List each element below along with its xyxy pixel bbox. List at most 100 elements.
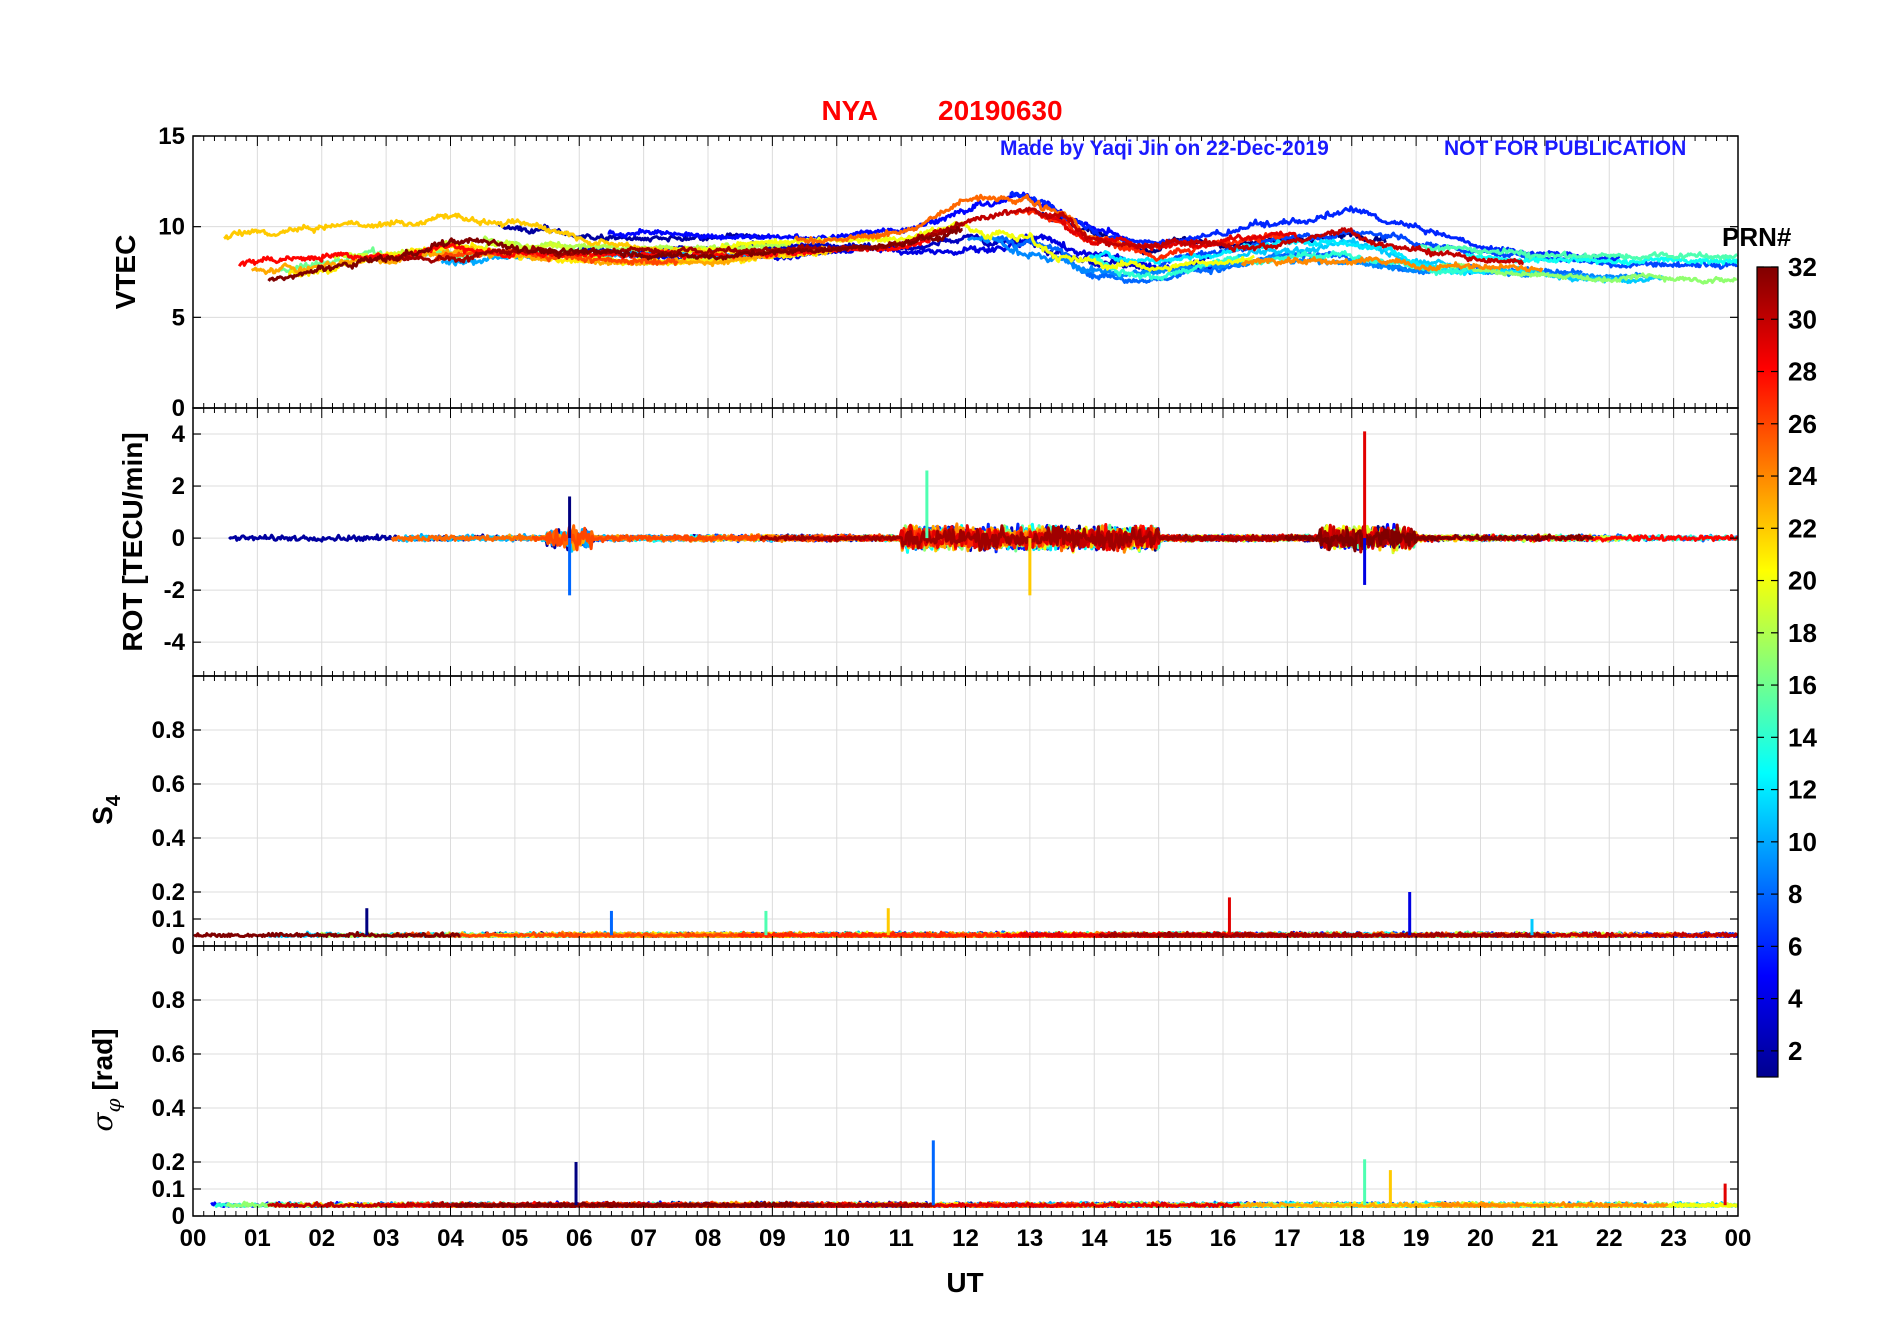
y-tick-label: 2 xyxy=(172,473,185,500)
colorbar-tick-label: 32 xyxy=(1788,252,1817,282)
publication-notice: NOT FOR PUBLICATION xyxy=(1444,137,1686,160)
colorbar-tick-label: 20 xyxy=(1788,566,1817,596)
y-tick-label: 0.4 xyxy=(152,825,186,852)
series-line-prn-30 xyxy=(912,206,1524,266)
x-tick-label: 08 xyxy=(695,1225,722,1252)
sigma-symbol: σ xyxy=(86,1112,119,1132)
colorbar-tick-label: 2 xyxy=(1788,1036,1802,1066)
colorbar-tick-label: 24 xyxy=(1788,461,1817,491)
x-tick-label: 20 xyxy=(1467,1225,1494,1252)
series-line-prn-5 xyxy=(607,191,1130,244)
series-line-prn-31 xyxy=(1098,931,1551,938)
x-tick-label: 16 xyxy=(1210,1225,1237,1252)
x-tick-label: 00 xyxy=(180,1225,207,1252)
panel-vtec: 0 5 10 15 Made by Yaqi Jin on 22-Dec-2019 N… xyxy=(158,123,1739,422)
x-tick-label: 14 xyxy=(1081,1225,1108,1252)
series-line-prn-17 xyxy=(1437,262,1738,285)
colorbar-tick-label: 6 xyxy=(1788,931,1802,961)
y-tick-label: -2 xyxy=(164,577,185,604)
y-axis-title-rot: ROT [TECU/min] xyxy=(117,432,148,651)
series-line-prn-24 xyxy=(1240,256,1544,273)
y-axis-title-s4: S4 xyxy=(87,794,125,825)
y-tick-label: 0 xyxy=(172,1203,185,1230)
x-tick-label: 10 xyxy=(823,1225,850,1252)
y-tick-label: -4 xyxy=(164,629,186,656)
y-tick-label: 0 xyxy=(172,395,185,422)
colorbar-gradient xyxy=(1756,266,1779,1078)
x-tick-label: 05 xyxy=(502,1225,529,1252)
colorbar-title: PRN# xyxy=(1722,222,1792,252)
series-line-prn-27 xyxy=(1010,207,1285,262)
y-tick-label: 0.4 xyxy=(152,1095,186,1122)
series-line-prn-32 xyxy=(267,225,963,282)
x-tick-label: 22 xyxy=(1596,1225,1623,1252)
panel-s4: 00.10.2 0.4 0.6 0.8 xyxy=(152,675,1739,960)
y-axis-title-vtec: VTEC xyxy=(110,235,141,310)
sigma-unit: [rad] xyxy=(87,1028,118,1098)
s4-subscript: 4 xyxy=(103,794,125,806)
colorbar-tick-label: 4 xyxy=(1788,984,1803,1014)
colorbar-tick-label: 30 xyxy=(1788,304,1817,334)
colorbar-tick-label: 22 xyxy=(1788,513,1817,543)
panel-sigma-phi: 00.10.2 0.4 0.6 0.8 xyxy=(152,945,1739,1230)
colorbar-tick-label: 16 xyxy=(1788,670,1817,700)
sigma-subscript: φ xyxy=(101,1098,125,1112)
series-line-prn-23 xyxy=(250,245,827,275)
colorbar-tick-label: 26 xyxy=(1788,409,1817,439)
series-line-prn-25 xyxy=(794,193,1133,249)
y-tick-label: 15 xyxy=(158,123,185,150)
x-tick-label: 23 xyxy=(1660,1225,1687,1252)
y-tick-label: 4 xyxy=(172,421,186,448)
y-tick-label: 0.8 xyxy=(152,717,185,744)
y-tick-label: 0.1 xyxy=(152,906,185,933)
s4-symbol: S xyxy=(87,806,118,825)
y-tick-label: 5 xyxy=(172,304,185,331)
x-tick-label: 04 xyxy=(437,1225,464,1252)
colorbar-tick-label: 18 xyxy=(1788,618,1817,648)
y-tick-label: 0.1 xyxy=(152,1176,185,1203)
y-axis-title-sigma-phi: σφ [rad] xyxy=(86,1028,125,1131)
colorbar-tick-label: 12 xyxy=(1788,775,1817,805)
y-tick-label: 0 xyxy=(172,933,185,960)
y-tick-label: 0.2 xyxy=(152,1149,185,1176)
x-tick-label: 00 xyxy=(1725,1225,1752,1252)
x-tick-label: 06 xyxy=(566,1225,593,1252)
y-tick-label: 0.6 xyxy=(152,771,185,798)
series-line-prn-32 xyxy=(1284,528,1595,553)
x-tick-label: 09 xyxy=(759,1225,786,1252)
x-tick-label: 01 xyxy=(244,1225,271,1252)
colorbar-tick-label: 8 xyxy=(1788,879,1802,909)
series-line-prn-15 xyxy=(1419,244,1738,262)
x-tick-label: 03 xyxy=(373,1225,400,1252)
panel-rot: -4 -2 0 2 4 xyxy=(164,407,1739,677)
series-line-prn-32 xyxy=(453,1200,823,1208)
y-tick-label: 0.8 xyxy=(152,987,185,1014)
series-line-prn-31 xyxy=(759,523,1437,552)
x-tick-label: 21 xyxy=(1532,1225,1559,1252)
x-tick-labels: 00 01 02 03 04 05 06 07 08 09 10 11 12 13 14 15 16 17 18 19… xyxy=(180,1225,1752,1252)
x-tick-label: 12 xyxy=(952,1225,979,1252)
credit-note: Made by Yaqi Jin on 22-Dec-2019 xyxy=(1000,137,1329,160)
series-line-prn-20 xyxy=(650,221,1255,272)
colorbar-tick-label: 10 xyxy=(1788,827,1817,857)
chart-title-date: 20190630 xyxy=(938,95,1063,126)
chart-title-station: NYA xyxy=(821,95,878,126)
colorbar-tick-label: 28 xyxy=(1788,357,1817,387)
x-tick-label: 07 xyxy=(630,1225,657,1252)
x-tick-label: 19 xyxy=(1403,1225,1430,1252)
y-tick-label: 10 xyxy=(158,214,185,241)
series-line-prn-24 xyxy=(1435,1201,1669,1208)
x-tick-label: 17 xyxy=(1274,1225,1301,1252)
y-tick-label: 0.2 xyxy=(152,879,185,906)
x-tick-label: 15 xyxy=(1145,1225,1172,1252)
x-tick-label: 02 xyxy=(308,1225,335,1252)
y-tick-label: 0.6 xyxy=(152,1041,185,1068)
y-tick-label: 0 xyxy=(172,525,185,552)
x-tick-label: 18 xyxy=(1338,1225,1365,1252)
x-tick-label: 13 xyxy=(1017,1225,1044,1252)
x-tick-label: 11 xyxy=(888,1225,913,1252)
colorbar-tick-label: 14 xyxy=(1788,722,1817,752)
series-line-prn-32 xyxy=(193,930,461,938)
